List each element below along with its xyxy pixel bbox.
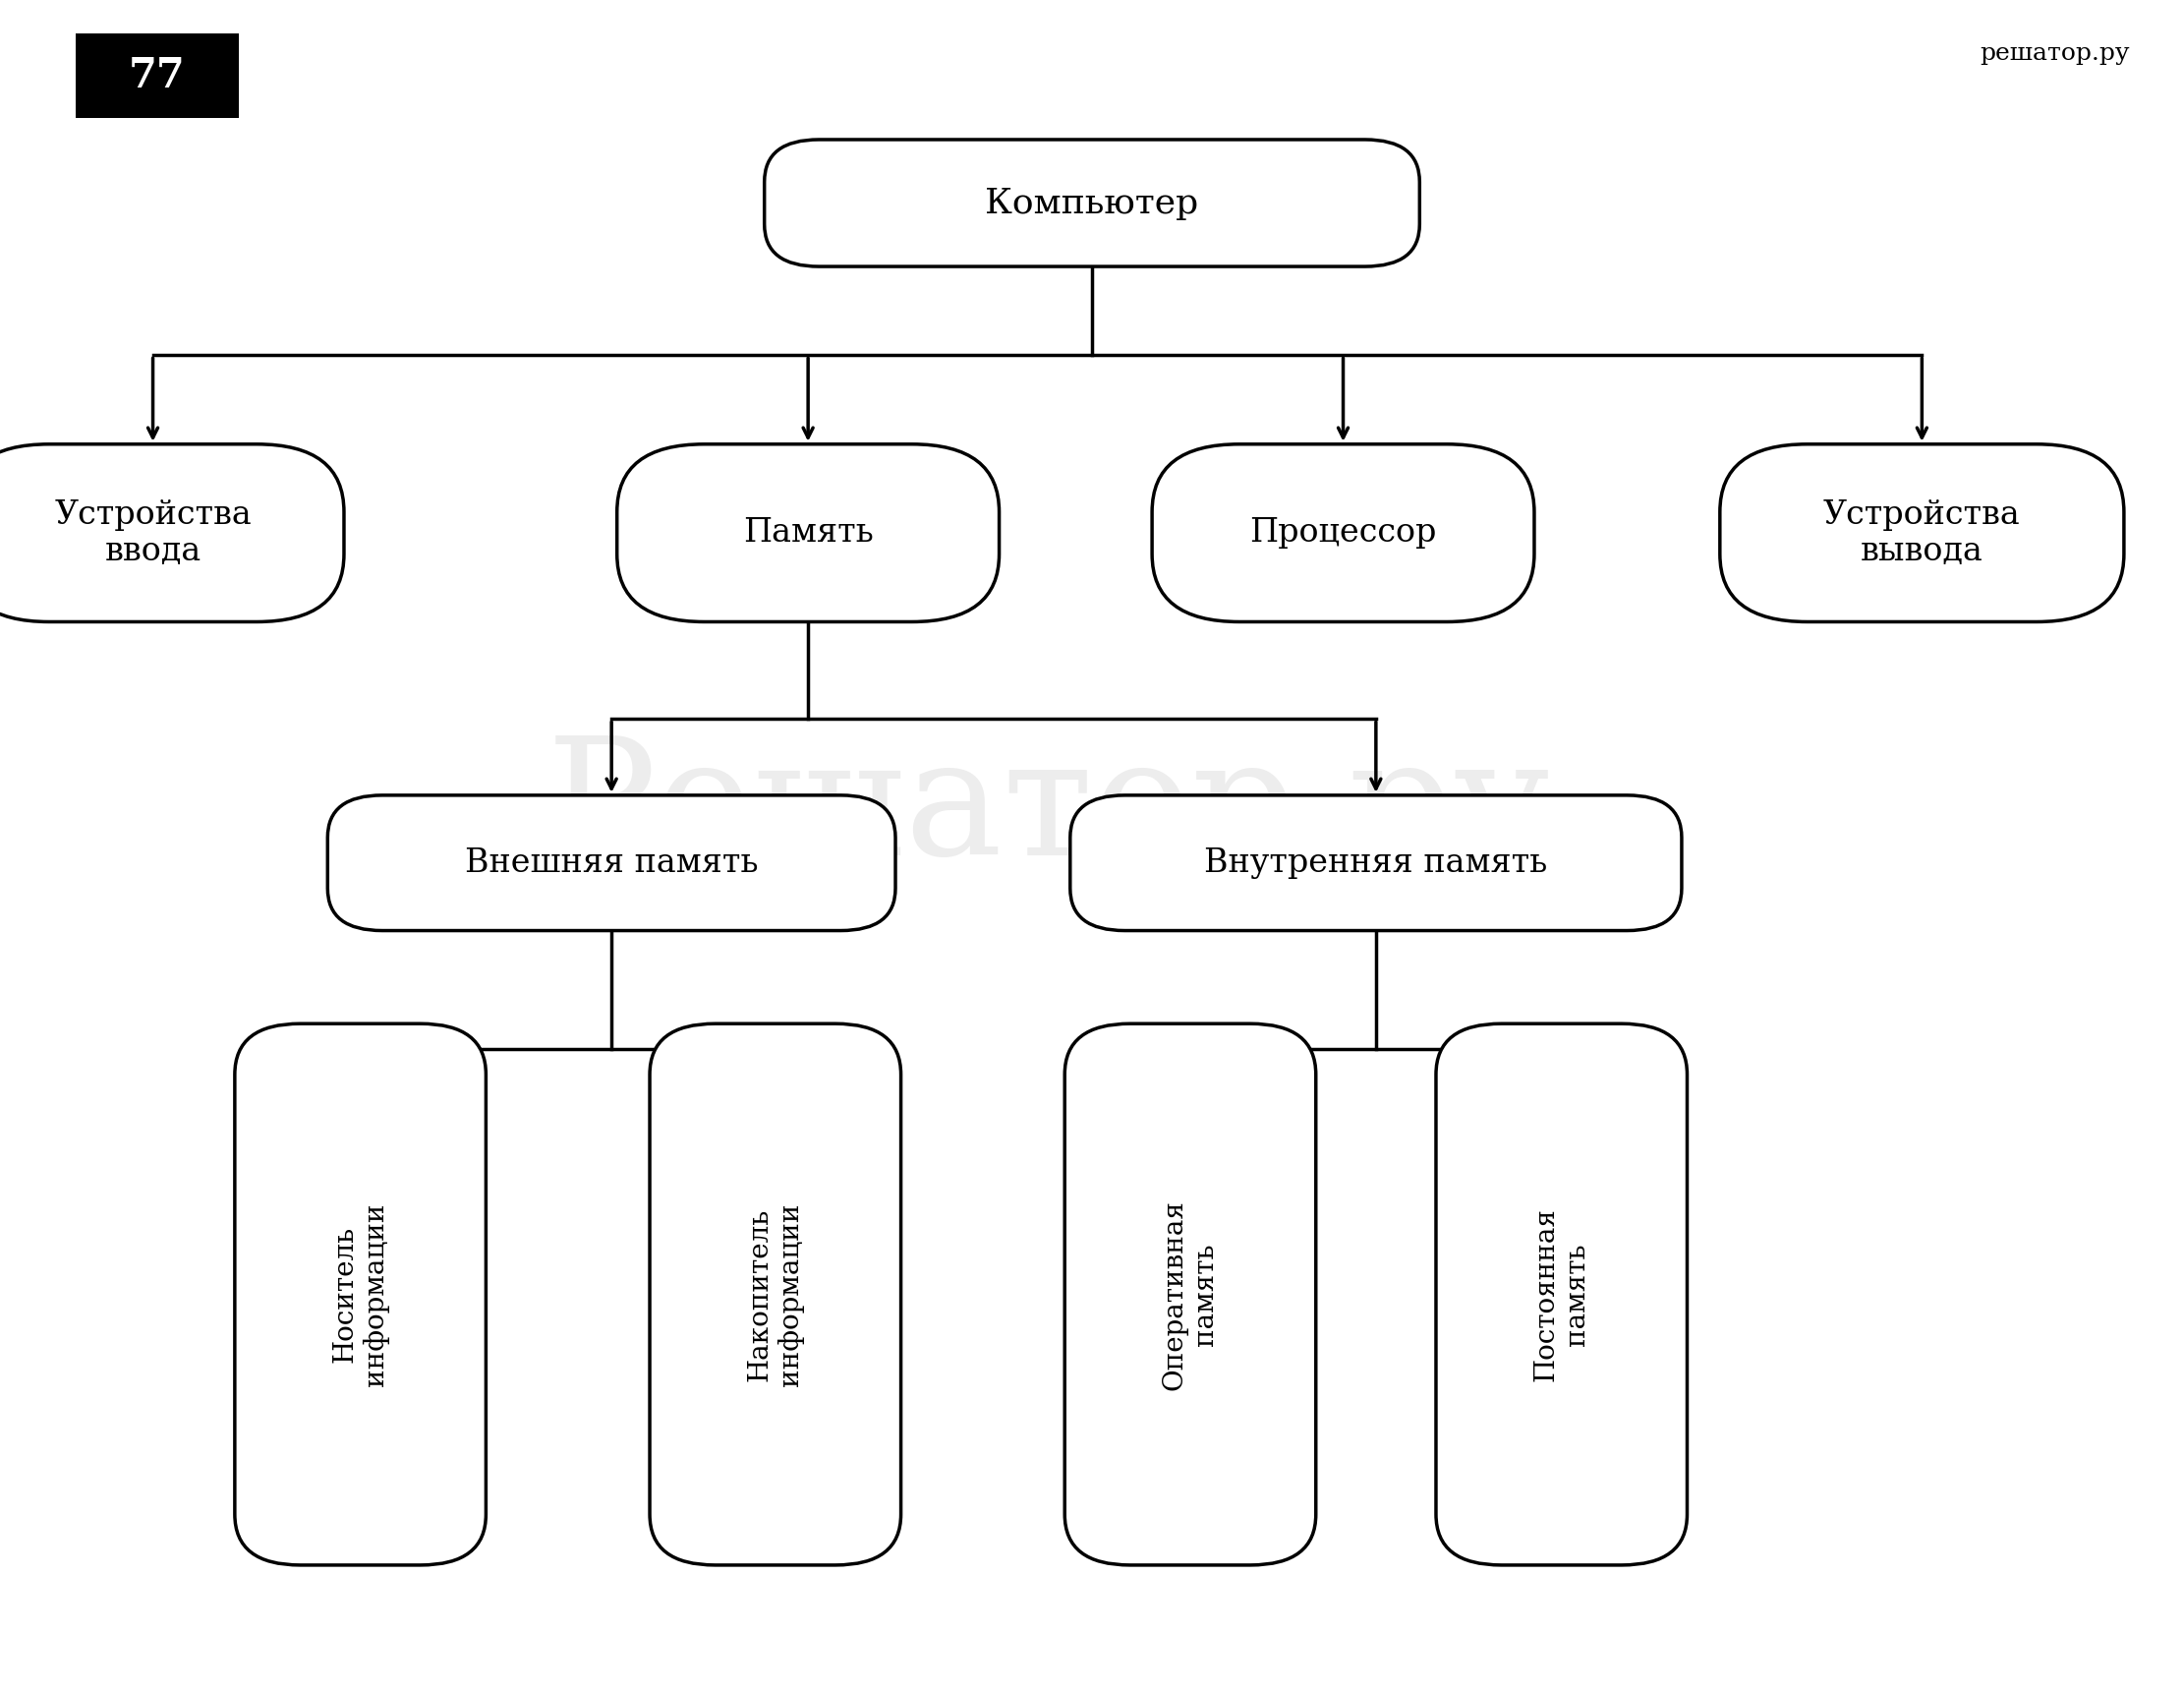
FancyBboxPatch shape: [1721, 443, 2123, 623]
FancyBboxPatch shape: [764, 140, 1420, 266]
FancyBboxPatch shape: [1437, 1024, 1686, 1565]
FancyBboxPatch shape: [328, 795, 895, 931]
Text: Накопитель
информации: Накопитель информации: [747, 1203, 804, 1386]
Text: 77: 77: [129, 56, 186, 96]
FancyBboxPatch shape: [651, 1024, 900, 1565]
Text: Оперативная
память: Оперативная память: [1162, 1200, 1219, 1389]
FancyBboxPatch shape: [1153, 443, 1533, 623]
Text: Внутренняя память: Внутренняя память: [1203, 848, 1548, 878]
FancyBboxPatch shape: [236, 1024, 487, 1565]
Text: Устройства
ввода: Устройства ввода: [55, 499, 251, 567]
FancyBboxPatch shape: [616, 443, 998, 623]
Text: решатор.ру: решатор.ру: [1979, 42, 2129, 64]
Text: Постоянная
память: Постоянная память: [1533, 1208, 1590, 1381]
Text: Решатор.ру: Решатор.ру: [546, 733, 1551, 892]
FancyBboxPatch shape: [1070, 795, 1682, 931]
Text: Устройства
вывода: Устройства вывода: [1824, 499, 2020, 567]
Text: Внешняя память: Внешняя память: [465, 848, 758, 878]
FancyBboxPatch shape: [0, 443, 343, 623]
Text: Компьютер: Компьютер: [985, 186, 1199, 220]
Text: Память: Память: [743, 518, 874, 548]
Text: Процессор: Процессор: [1249, 518, 1437, 548]
FancyBboxPatch shape: [74, 34, 238, 118]
Text: Носитель
информации: Носитель информации: [332, 1203, 389, 1386]
FancyBboxPatch shape: [1066, 1024, 1315, 1565]
